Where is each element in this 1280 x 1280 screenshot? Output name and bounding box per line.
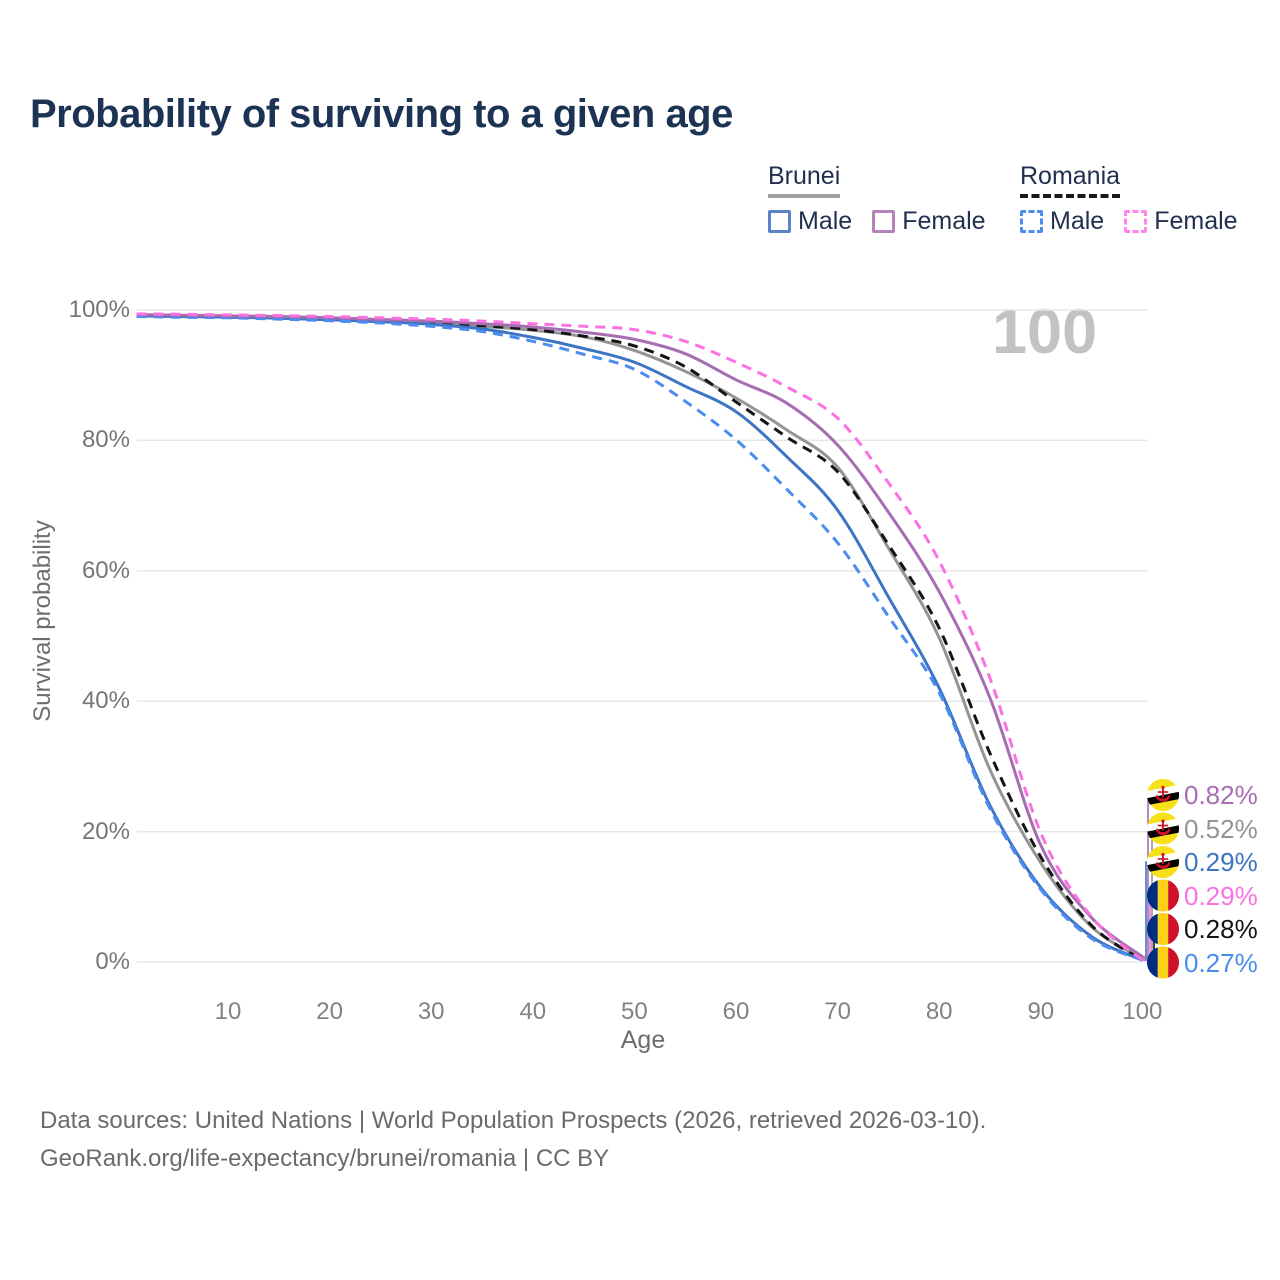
legend-swatch-romania-male-icon[interactable]	[1020, 210, 1043, 233]
brunei-flag-icon	[1140, 845, 1185, 879]
end-label-brunei-female: 0.82%	[1184, 780, 1258, 810]
legend-item-romania-female[interactable]: Female	[1124, 207, 1238, 236]
x-tick-20: 20	[316, 998, 343, 1025]
romania-flag-icon	[1146, 879, 1180, 913]
brunei-flag-icon	[1140, 778, 1185, 812]
footer-line-2: GeoRank.org/life-expectancy/brunei/roman…	[40, 1145, 610, 1172]
gridlines	[137, 309, 1147, 963]
y-tick-100%: 100%	[68, 296, 130, 323]
end-label-romania-female: 0.29%	[1184, 880, 1258, 911]
curve-romania-female	[136, 312, 1144, 962]
curve-brunei-all	[136, 313, 1144, 960]
x-tick-50: 50	[621, 998, 648, 1025]
y-tick-20%: 20%	[81, 817, 130, 845]
survival-curves	[136, 312, 1144, 962]
curve-romania-all	[136, 313, 1144, 962]
data-sources-footer: Data sources: United Nations | World Pop…	[40, 1102, 986, 1178]
hover-age-watermark: 100	[992, 297, 1098, 367]
end-label-romania-male: 0.27%	[1184, 947, 1258, 978]
legend-country-brunei: Brunei	[768, 162, 841, 198]
legend-swatch-brunei-female-icon[interactable]	[872, 210, 896, 233]
legend-item-brunei-female[interactable]: Female	[872, 207, 986, 236]
legend-swatch-brunei-male-icon[interactable]	[768, 210, 791, 233]
x-tick-40: 40	[519, 998, 547, 1025]
romania-flag-icon	[1146, 912, 1180, 946]
end-label-brunei-all: 0.52%	[1184, 813, 1258, 844]
legend-group-brunei: Brunei Male Female	[768, 162, 986, 236]
x-tick-100: 100	[1122, 998, 1163, 1025]
legend-item-brunei-male[interactable]: Male	[768, 207, 852, 236]
legend-item-romania-male[interactable]: Male	[1020, 207, 1104, 236]
endlabel-flags	[1140, 778, 1185, 980]
footer-line-1: Data sources: United Nations | World Pop…	[40, 1107, 987, 1134]
x-tick-30: 30	[417, 998, 445, 1025]
legend-label-brunei-male: Male	[798, 207, 853, 235]
x-tick-70: 70	[824, 998, 851, 1025]
legend-group-romania: Romania Male Female	[1020, 162, 1238, 236]
x-tick-90: 90	[1027, 998, 1055, 1025]
legend-label-romania-male: Male	[1050, 207, 1105, 235]
x-tick-80: 80	[925, 998, 953, 1025]
legend-label-romania-female: Female	[1154, 207, 1238, 235]
curve-romania-male	[136, 315, 1143, 962]
romania-flag-icon	[1146, 946, 1180, 980]
legend-label-brunei-female: Female	[902, 207, 986, 235]
legend-swatch-romania-female-icon[interactable]	[1124, 210, 1148, 233]
y-tick-80%: 80%	[81, 426, 130, 454]
y-tick-0%: 0%	[95, 948, 130, 975]
x-tick-60: 60	[722, 998, 750, 1025]
end-label-romania-all: 0.28%	[1184, 914, 1258, 944]
y-tick-40%: 40%	[81, 687, 130, 715]
x-tick-10: 10	[214, 998, 242, 1025]
brunei-flag-icon	[1140, 812, 1185, 846]
curve-brunei-female	[136, 313, 1144, 958]
end-label-brunei-male: 0.29%	[1184, 847, 1258, 877]
page-title: Probability of surviving to a given age	[30, 92, 733, 136]
y-tick-60%: 60%	[81, 556, 130, 584]
legend-country-romania: Romania	[1020, 162, 1121, 198]
x-axis-title: Age	[620, 1026, 666, 1054]
y-axis-title: Survival probability	[29, 520, 56, 722]
curve-brunei-male	[136, 314, 1144, 962]
